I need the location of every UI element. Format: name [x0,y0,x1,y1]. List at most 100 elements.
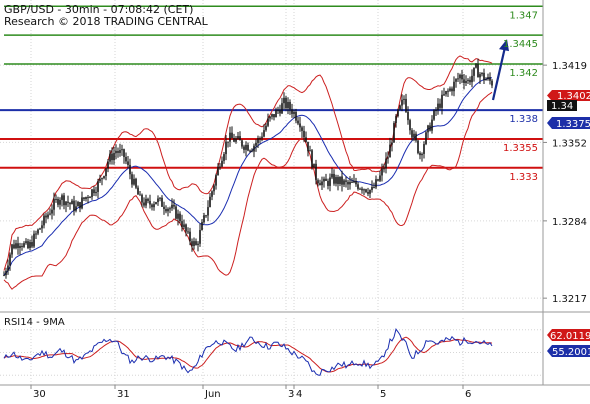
candle-body [335,177,337,184]
candle-body [145,198,147,206]
level-lines [0,5,543,169]
price-tick-label: 1.3419 [552,61,587,72]
projection-arrow-head [499,39,509,52]
candle-body [133,178,135,185]
candle-body [103,176,105,179]
candle-body [221,160,223,167]
candle-body [139,194,141,196]
candle-body [379,175,381,181]
rsi-ma-badge-bg [547,329,590,341]
candle-body [367,192,369,194]
candle-body [313,163,315,168]
candle-body [441,94,443,108]
candle-body [365,189,367,193]
candle-body [473,67,475,76]
candle-body [293,111,295,114]
candle-body [253,145,255,152]
candle-body [15,243,17,249]
candle-body [135,178,137,188]
candle-body [411,130,413,138]
candle-body [65,201,67,206]
candle-body [391,142,393,145]
candle-body [337,177,339,184]
candle-body [211,191,213,197]
candle-body [59,199,61,205]
candle-body [377,179,379,181]
candle-body [247,144,249,151]
candle-body [33,233,35,247]
chart-copyright: Research © 2018 TRADING CENTRAL [4,15,209,28]
time-tick-label: 31 [117,389,130,400]
candle-body [81,197,83,209]
candle-body [361,188,363,191]
time-tick-label: 5 [380,389,386,400]
rsi-panel-title: RSI14 - 9MA [4,317,65,328]
candle-body [205,215,207,217]
candle-body [5,270,7,276]
candle-body [323,178,325,182]
candle-body [35,233,37,235]
candle-body [37,229,39,234]
candle-body [255,142,257,146]
candle-body [301,127,303,131]
candle-body [163,206,165,210]
candle-body [457,78,459,80]
candle-body [213,185,215,192]
candle-body [79,202,81,209]
candle-body [67,201,69,203]
rsi-badge: 55.2001 [552,347,590,358]
candle-body [57,198,59,205]
candle-body [153,204,155,208]
candle-body [427,125,429,133]
candle-body [311,150,313,168]
candles [3,58,493,279]
candle-body [73,200,75,211]
candle-body [169,208,171,210]
candle-body [9,254,11,266]
candle-body [397,109,399,117]
candle-body [347,181,349,185]
candle-body [287,101,289,109]
candle-body [471,75,473,83]
candle-body [453,81,455,92]
last-price-badge-bg [547,90,590,101]
candle-body [477,64,479,78]
candle-body [231,132,233,139]
candle-body [13,244,15,249]
candle-body [249,150,251,152]
candle-body [155,202,157,205]
candle-body [353,180,355,183]
candle-body [341,176,343,185]
time-tick-label: 4 [296,389,302,400]
candle-body [63,195,65,206]
candle-body [209,196,211,208]
candle-body [95,191,97,194]
level-label-1.342: 1.342 [509,68,538,79]
candle-body [363,189,365,191]
candle-body [489,77,491,81]
candle-body [479,74,481,78]
candle-body [393,123,395,143]
candle-body [413,133,415,138]
candle-body [475,64,477,68]
level-1.3375-badge: 1.3375 [556,119,590,130]
candle-body [339,176,341,184]
candle-body [385,158,387,169]
candle-body [125,156,127,162]
candle-body [117,150,119,153]
candle-body [147,198,149,201]
candle-body [127,161,129,165]
candle-body [487,77,489,80]
candle-body [151,204,153,208]
candle-body [187,231,189,233]
candle-body [87,197,89,199]
candle-body [317,180,319,184]
candle-body [395,116,397,124]
candle-body [223,154,225,161]
candle-body [417,140,419,154]
level-1.3375-badge-bg [547,117,590,129]
bollinger-bands [3,55,493,290]
level-label-1.333: 1.333 [509,172,538,183]
candle-body [115,150,117,154]
rsi-lines [3,328,493,376]
